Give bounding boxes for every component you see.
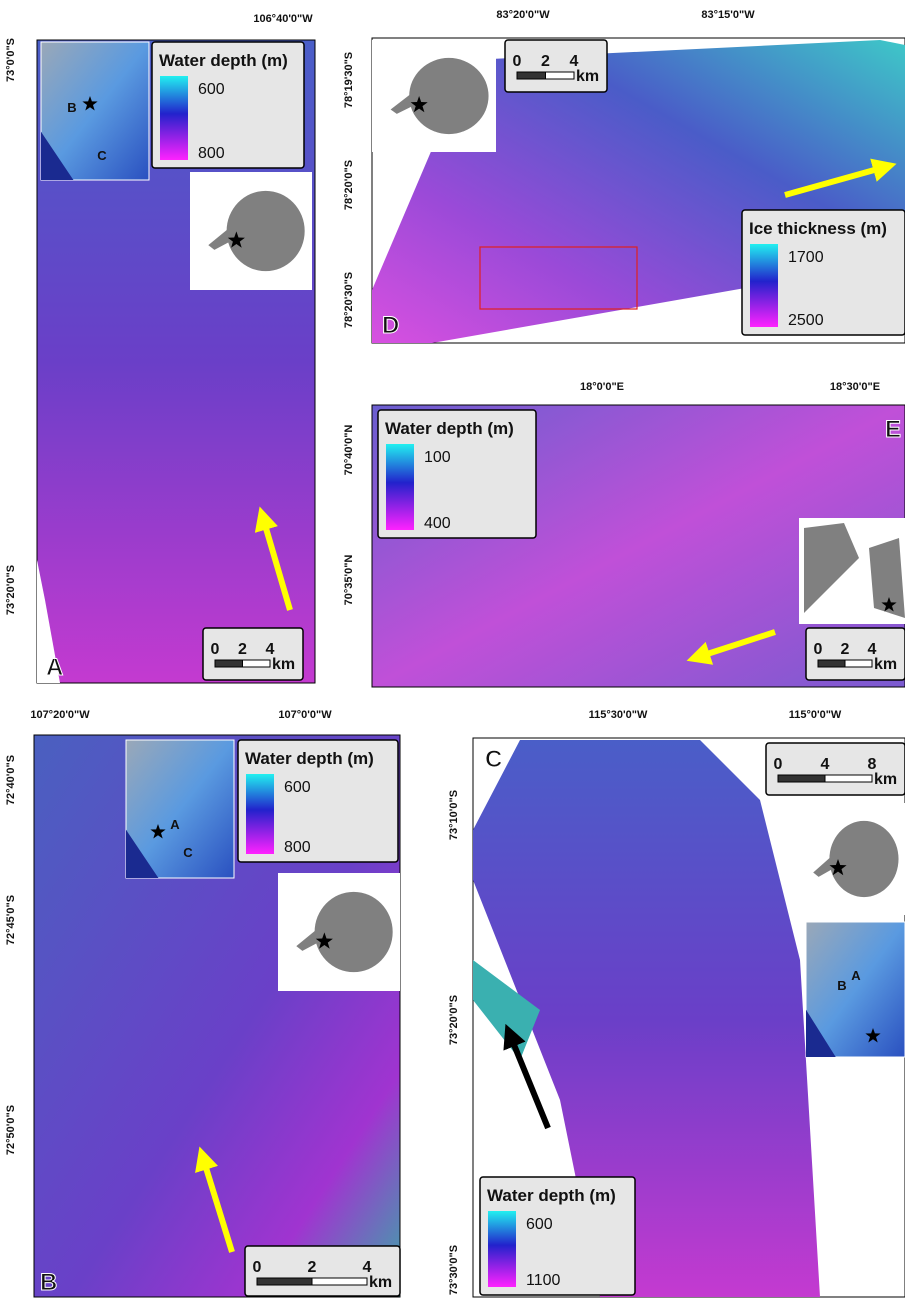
scale-tick: 2 — [308, 1259, 317, 1276]
panel-letter: E — [885, 416, 901, 443]
inset-label: A — [170, 817, 180, 832]
scale-unit: km — [369, 1274, 392, 1291]
scale-tick: 0 — [211, 641, 220, 658]
scale-unit: km — [272, 656, 295, 673]
inset-label: B — [837, 978, 846, 993]
legend-max: 2500 — [788, 312, 824, 329]
scale-bar-light — [825, 775, 872, 782]
scale-tick: 2 — [238, 641, 247, 658]
scale-tick: 0 — [253, 1259, 262, 1276]
y-coord-label: 72°40'0"S — [5, 755, 17, 805]
legend-ramp — [750, 244, 778, 327]
scale-tick: 0 — [814, 641, 823, 658]
legend-ramp — [488, 1211, 516, 1287]
scale-unit: km — [874, 771, 897, 788]
legend-min: 600 — [526, 1216, 553, 1233]
legend-max: 800 — [284, 839, 311, 856]
scale-tick: 4 — [821, 756, 830, 773]
x-coord-label: 115°0'0"W — [789, 709, 842, 721]
landmass — [227, 191, 305, 271]
y-coord-label: 78°19'30"S — [343, 52, 355, 108]
legend-title: Water depth (m) — [159, 51, 288, 70]
y-coord-label: 70°40'0"N — [343, 425, 355, 476]
scale-bar-dark — [818, 660, 845, 667]
legend-title: Water depth (m) — [245, 749, 374, 768]
figure: 106°40'0"W 73°0'0"S 73°20'0"S B C Water depth… — [0, 0, 905, 1299]
scale-bar-light — [312, 1278, 367, 1285]
y-coord-label: 78°20'30"S — [343, 272, 355, 328]
panel-letter: B — [40, 1269, 57, 1296]
scale-unit: km — [874, 656, 897, 673]
scale-bar-dark — [778, 775, 825, 782]
y-coord-label: 70°35'0"N — [343, 555, 355, 606]
legend-min: 600 — [284, 779, 311, 796]
y-coord-label: 72°45'0"S — [5, 895, 17, 945]
legend-max: 400 — [424, 515, 451, 532]
scale-tick: 2 — [541, 53, 550, 70]
y-coord-label: 73°10'0"S — [448, 790, 460, 840]
y-coord-label: 72°50'0"S — [5, 1105, 17, 1155]
legend-ramp — [246, 774, 274, 854]
inset-label: B — [67, 100, 76, 115]
y-coord-label: 73°30'0"S — [448, 1245, 460, 1295]
x-coord-label: 18°30'0"E — [830, 381, 880, 393]
inset-label: A — [851, 968, 861, 983]
panel-letter: C — [485, 746, 502, 773]
legend-min: 1700 — [788, 249, 824, 266]
legend-title: Water depth (m) — [385, 419, 514, 438]
x-coord-label: 107°0'0"W — [278, 709, 332, 721]
y-coord-label: 78°20'0"S — [343, 160, 355, 210]
legend-title: Ice thickness (m) — [749, 219, 887, 238]
scale-bar-light — [845, 660, 872, 667]
scale-bar-light — [546, 72, 575, 79]
inset-label: C — [97, 148, 107, 163]
x-coord-label: 115°30'0"W — [589, 709, 648, 721]
panel-letter: D — [382, 312, 399, 339]
scale-bar-light — [243, 660, 271, 667]
x-coord-label: 18°0'0"E — [580, 381, 624, 393]
legend-max: 1100 — [526, 1272, 561, 1289]
scale-unit: km — [576, 68, 599, 85]
y-coord-label: 73°20'0"S — [5, 565, 17, 615]
landmass — [829, 821, 898, 897]
scale-tick: 0 — [774, 756, 783, 773]
y-coord-label: 73°20'0"S — [448, 995, 460, 1045]
scale-bar-dark — [257, 1278, 312, 1285]
legend-title: Water depth (m) — [487, 1186, 616, 1205]
scale-tick: 2 — [841, 641, 850, 658]
x-coord-label: 106°40'0"W — [253, 13, 313, 25]
y-coord-label: 73°0'0"S — [5, 38, 17, 82]
legend-max: 800 — [198, 145, 225, 162]
scale-bar-dark — [215, 660, 243, 667]
inset-label: C — [183, 845, 193, 860]
scale-tick: 0 — [513, 53, 522, 70]
x-coord-label: 83°20'0"W — [496, 9, 550, 21]
panel-letter: A — [46, 654, 63, 681]
legend-min: 600 — [198, 81, 225, 98]
x-coord-label: 107°20'0"W — [30, 709, 90, 721]
legend-min: 100 — [424, 449, 451, 466]
x-coord-label: 83°15'0"W — [701, 9, 755, 21]
legend-ramp — [386, 444, 414, 530]
landmass — [315, 892, 393, 972]
scale-bar-dark — [517, 72, 546, 79]
landmass — [409, 58, 488, 134]
legend-ramp — [160, 76, 188, 160]
